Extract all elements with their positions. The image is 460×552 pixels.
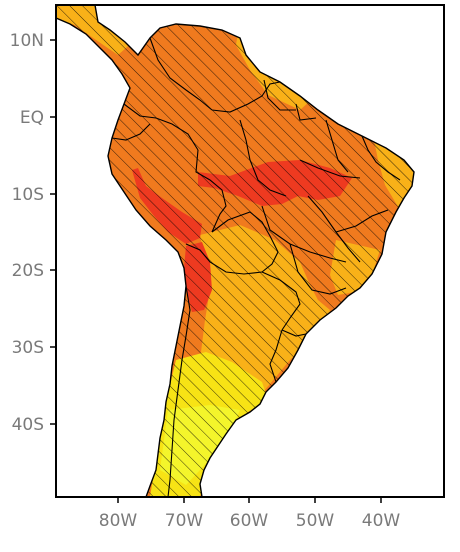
y-tick-label: 20S [12,261,44,281]
border-colombia-ecuador-peru [123,103,199,151]
hatch-overlay [56,5,414,497]
border-brazil-state-amazonas [239,119,287,197]
land-shading [56,5,414,497]
y-tick-label: EQ [20,108,44,128]
coastline [56,5,415,497]
y-axis: 10N EQ 10S 20S 30S 40S [10,31,56,435]
border-brazil-state-southwest [261,205,347,263]
border-brazil-state-para [325,119,349,173]
border-brazil-state-east [335,209,389,233]
x-tick-label: 80W [99,511,138,531]
border-peru-brazil [195,149,227,233]
country-borders [111,37,401,497]
map-area [56,5,415,497]
border-ecuador-peru [111,123,151,141]
x-tick-label: 50W [296,511,335,531]
y-tick-label: 40S [12,415,44,435]
border-venezuela-brazil [211,81,281,113]
border-guyana [263,79,296,111]
x-tick-label: 40W [362,511,401,531]
border-brazil-state-north [299,159,361,179]
x-tick-label: 70W [165,511,204,531]
border-uruguay-argentina [269,329,283,383]
y-tick-label: 10N [10,31,44,51]
border-chile-argentina [167,285,191,497]
border-uruguay-brazil [281,329,307,337]
x-tick-label: 60W [230,511,269,531]
border-brazil-state-northeast [361,135,401,181]
border-suriname [295,103,317,121]
border-brazil-state-south [289,243,347,295]
border-bolivia-brazil [211,211,279,273]
border-colombia-venezuela [149,37,213,111]
y-tick-label: 30S [12,338,44,358]
border-bolivia-chile-argentina [185,243,263,275]
map-frame [55,4,445,498]
x-axis: 80W 70W 60W 50W 40W [99,497,401,531]
border-paraguay [261,271,301,331]
y-tick-label: 10S [12,185,44,205]
